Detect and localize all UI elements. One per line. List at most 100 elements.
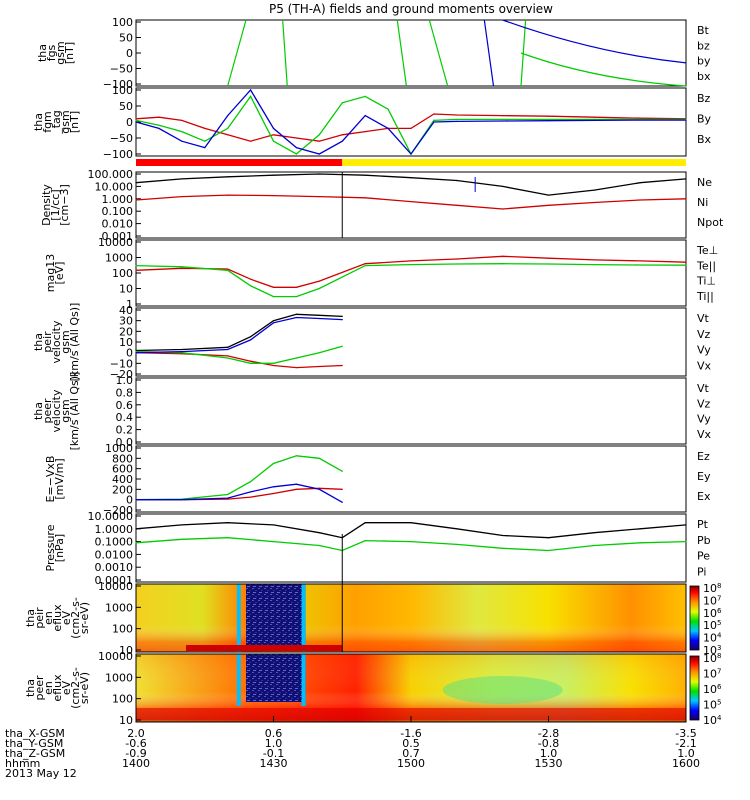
ylabel-peir_eflux-5: (cm2-s- xyxy=(69,597,82,639)
point-temp-Te⊥-0 xyxy=(135,269,137,271)
ylabel-efield-0: E=−VxB xyxy=(44,456,57,503)
point-pressure-Pe-1 xyxy=(181,538,183,540)
point-pressure-Pt-0 xyxy=(135,528,137,530)
ylabel-peer_eflux-5: (cm2-s- xyxy=(69,667,82,709)
ylabel-peer_eflux-1: peer xyxy=(33,675,46,701)
point-peir-Vy-7 xyxy=(341,345,343,347)
point-fgm-Bx-14 xyxy=(456,120,458,122)
point-fgm-Bz-14 xyxy=(456,114,458,116)
point-temp-Te⊥-5 xyxy=(295,286,298,288)
fgs-by-segment-3 xyxy=(428,19,449,87)
ytick-label-efield-2: 600 xyxy=(112,463,133,476)
colorbar-label-peir_eflux-2: 106 xyxy=(703,607,722,620)
xaxis-value-2-4: 1.0 xyxy=(677,747,695,760)
legend-peer-1: Vz xyxy=(697,397,711,410)
ytick-label-efield-0: 1000 xyxy=(105,442,133,455)
legend-temp-2: Ti⊥ xyxy=(696,275,716,288)
point-density-Ni-3 xyxy=(272,174,275,176)
ytick-label-fgs-0: 100 xyxy=(112,16,133,29)
ytick-label-fgm-1: 50 xyxy=(119,100,133,113)
point-pressure-Pe-11 xyxy=(593,544,595,547)
point-density-Ni-0 xyxy=(135,182,137,184)
ytick-label-peir-3: 10 xyxy=(119,336,133,349)
legend-fgs-2: by xyxy=(697,55,711,68)
point-efield-Ex-0 xyxy=(135,499,137,501)
point-pressure-Pt-7 xyxy=(410,522,412,524)
point-pressure-Pe-2 xyxy=(227,537,229,539)
point-efield-Ex-6 xyxy=(318,488,320,490)
point-fgm-Bx-4 xyxy=(227,115,229,117)
ytick-label-peir-1: 30 xyxy=(119,315,133,328)
point-efield-Ey-7 xyxy=(341,470,343,472)
xaxis-value-2-1: -0.1 xyxy=(263,747,284,760)
point-peir-Vz-6 xyxy=(318,365,320,368)
point-fgm-Bz-15 xyxy=(502,115,504,117)
ytick-label-peir_eflux-1: 1000 xyxy=(105,601,133,614)
point-fgm-Bx-9 xyxy=(341,140,343,142)
series-peir-Vt xyxy=(135,313,343,352)
point-pressure-Pt-4 xyxy=(318,532,320,534)
point-temp-Ti||-7 xyxy=(364,265,366,267)
panel-frame-peir xyxy=(135,307,687,377)
ylabel-peir-4: [km/s (All Qs)] xyxy=(68,303,81,382)
point-peir-Vz-7 xyxy=(341,364,343,367)
point-pressure-Pt-6 xyxy=(364,522,366,524)
xaxis-value-2-2: 0.7 xyxy=(402,747,420,760)
ytick-label-fgs-3: −50 xyxy=(110,63,133,76)
ylabel-pressure-0: Pressure xyxy=(44,524,57,571)
point-fgm-Bz-9 xyxy=(341,134,343,136)
point-temp-Ti||-13 xyxy=(639,264,641,266)
spectrogram-ion-gap xyxy=(246,584,306,646)
point-peir-Vx-2 xyxy=(227,348,229,351)
point-pressure-Pe-12 xyxy=(639,542,641,544)
point-fgm-Bx-8 xyxy=(318,153,320,155)
colorbar-label-peir_eflux-5: 103 xyxy=(703,644,721,657)
ytick-label-peer-3: 0.4 xyxy=(116,411,134,424)
panel-frame-efield xyxy=(135,445,687,513)
ylabel-peir-1: peir xyxy=(41,331,54,353)
legend-peir-3: Vx xyxy=(697,359,712,372)
ytick-label-peer_eflux-3: 10 xyxy=(119,714,133,727)
point-fgm-Bx-17 xyxy=(593,119,595,121)
point-pressure-Pe-7 xyxy=(410,541,412,543)
point-temp-Te⊥-11 xyxy=(547,257,550,259)
ytick-label-peer_eflux-0: 10000 xyxy=(98,650,133,663)
ytick-label-peir-4: 0 xyxy=(126,347,133,360)
point-temp-Ti||-6 xyxy=(318,287,320,290)
ylabel-fgs-0: tha xyxy=(36,44,49,62)
point-pressure-Pt-3 xyxy=(272,524,275,526)
point-fgm-By-2 xyxy=(181,131,183,133)
legend-density-1: Ni xyxy=(697,196,708,209)
ylabel-peir_eflux-1: peir xyxy=(33,607,46,629)
point-temp-Ti||-4 xyxy=(272,296,275,298)
point-peir-Vx-3 xyxy=(249,339,252,341)
ylabel-peer_eflux-3: eflux xyxy=(51,674,64,702)
legend-pressure-2: Pe xyxy=(697,550,710,563)
colorbar-label-peir_eflux-4: 104 xyxy=(703,632,722,645)
point-peir-Vz-4 xyxy=(272,364,275,367)
point-peir-Vy-4 xyxy=(272,362,275,364)
point-pressure-Pt-8 xyxy=(456,528,458,530)
ytick-label-peir_eflux-0: 10000 xyxy=(98,580,133,593)
point-density-Ni-5 xyxy=(364,174,366,176)
point-temp-Te⊥-9 xyxy=(456,258,458,260)
legend-fgm-2: Bx xyxy=(697,133,712,146)
point-density-Ni-12 xyxy=(685,178,687,180)
legend-temp-3: Ti|| xyxy=(696,290,714,303)
ylabel-peir_eflux-3: eflux xyxy=(51,604,64,632)
ylabel-peir-0: tha xyxy=(32,333,45,351)
point-fgm-By-5 xyxy=(249,95,252,97)
xaxis-row-label-1: tha_Y-GSM xyxy=(5,737,63,750)
point-temp-Ti||-10 xyxy=(502,263,504,265)
ytick-label-peer-1: 0.8 xyxy=(116,386,134,399)
ylabel-fgs-3: [nT] xyxy=(63,42,76,64)
xaxis-value-1-0: -0.6 xyxy=(125,737,146,750)
point-fgm-Bx-5 xyxy=(249,89,252,91)
mode-bar-yellow xyxy=(342,159,686,166)
series-fgm-By xyxy=(135,95,686,156)
legend-peir-0: Vt xyxy=(697,312,710,325)
panel-frame-pressure xyxy=(135,513,687,583)
fgs-bx-tail xyxy=(502,19,687,64)
ytick-label-temp-1: 1000 xyxy=(105,252,133,265)
ylabel-density-0: Density xyxy=(40,184,53,226)
